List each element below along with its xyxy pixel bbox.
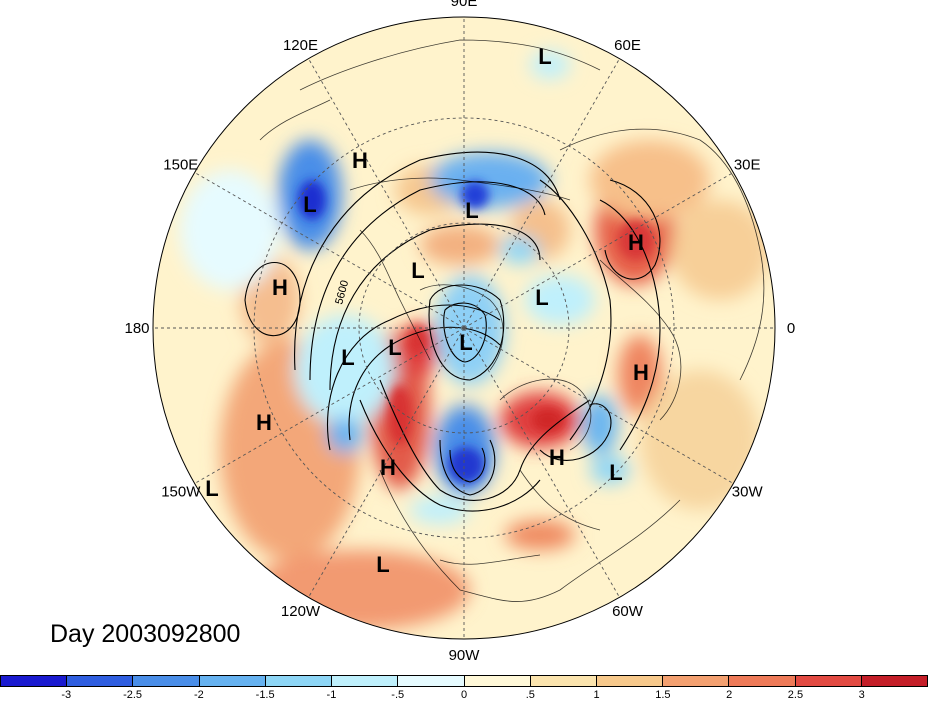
map-boundary xyxy=(152,16,776,640)
meridian-line xyxy=(308,58,465,329)
colorbar-tick-label: -1 xyxy=(326,689,337,701)
low-pressure-label: L xyxy=(341,345,354,370)
longitude-label: 0 xyxy=(787,320,795,337)
longitude-label: 150W xyxy=(161,484,201,501)
meridian-line xyxy=(194,172,465,329)
colorbar-swatch xyxy=(530,676,597,686)
meridian-line xyxy=(194,327,465,484)
colorbar-swatch xyxy=(795,676,862,686)
colorbar-swatch xyxy=(861,676,928,686)
longitude-label: 60E xyxy=(614,37,641,54)
colorbar-swatch xyxy=(464,676,531,686)
colorbar-tick-label: .5 xyxy=(525,689,535,701)
high-pressure-label: H xyxy=(628,230,644,255)
colorbar-tick-label: 2.5 xyxy=(787,689,804,701)
meridian-line xyxy=(308,327,465,598)
high-pressure-label: H xyxy=(380,455,396,480)
longitude-label: 120E xyxy=(283,37,318,54)
colorbar-swatch xyxy=(596,676,664,686)
colorbar-tick-label: -.5 xyxy=(391,689,405,701)
colorbar-tick-label: -3 xyxy=(61,689,72,701)
colorbar: -3 -2.5 -2 -1.5 -1 -.5 0 .5 1 1.5 2 2.5 3 xyxy=(0,675,928,702)
colorbar-swatch xyxy=(1,676,68,686)
low-pressure-label: L xyxy=(535,285,548,310)
colorbar-tick-label: 3 xyxy=(858,689,865,701)
colorbar-swatch xyxy=(67,676,134,686)
meridian-line xyxy=(463,327,734,484)
longitude-label: 90W xyxy=(449,647,481,664)
colorbar-tick-label: 1.5 xyxy=(655,689,671,701)
high-pressure-label: H xyxy=(272,275,288,300)
longitude-label: 30E xyxy=(734,157,761,174)
low-pressure-label: L xyxy=(303,192,316,217)
colorbar-swatch xyxy=(199,676,266,686)
low-pressure-label: L xyxy=(388,335,401,360)
colorbar-swatch xyxy=(663,676,730,686)
pressure-center-labels: L H L L H L H L L L L H H H H L L L xyxy=(205,44,649,577)
longitude-labels: 90E 60E 30E 0 30W 60W 90W 120W 150W 180 150E 120E xyxy=(124,0,795,664)
graticule xyxy=(153,17,775,639)
colorbar-swatch xyxy=(332,676,399,686)
meridian-line xyxy=(463,58,620,329)
longitude-label: 180 xyxy=(124,320,149,337)
high-pressure-label: H xyxy=(549,445,565,470)
colorbar-boxes xyxy=(0,675,928,687)
high-pressure-label: H xyxy=(352,148,368,173)
colorbar-tick-label: 1 xyxy=(593,689,600,701)
high-pressure-label: H xyxy=(256,410,272,435)
low-pressure-label: L xyxy=(205,476,218,501)
longitude-label: 120W xyxy=(281,603,321,620)
colorbar-tick-label: -2 xyxy=(193,689,204,701)
longitude-label: 90E xyxy=(451,0,478,10)
longitude-label: 150E xyxy=(163,157,198,174)
colorbar-tick-label: 0 xyxy=(460,689,468,701)
colorbar-swatch xyxy=(133,676,200,686)
low-pressure-label: L xyxy=(609,460,622,485)
day-label: Day 2003092800 xyxy=(50,620,241,648)
low-pressure-label: L xyxy=(411,258,424,283)
meridian-line xyxy=(463,327,620,598)
high-pressure-label: H xyxy=(633,360,649,385)
height-contours xyxy=(244,151,661,512)
meridian-line xyxy=(463,172,734,329)
low-pressure-label: L xyxy=(459,330,472,355)
longitude-label: 60W xyxy=(612,603,644,620)
longitude-label: 30W xyxy=(732,484,764,501)
colorbar-swatch xyxy=(265,676,333,686)
colorbar-tick-label: -2.5 xyxy=(123,689,143,701)
colorbar-tick-label: 2 xyxy=(726,689,733,701)
colorbar-swatch xyxy=(398,676,465,686)
colorbar-swatch xyxy=(729,676,796,686)
colorbar-tick-label: -1.5 xyxy=(255,689,275,701)
low-pressure-label: L xyxy=(376,552,389,577)
low-pressure-label: L xyxy=(538,44,551,69)
low-pressure-label: L xyxy=(465,198,478,223)
